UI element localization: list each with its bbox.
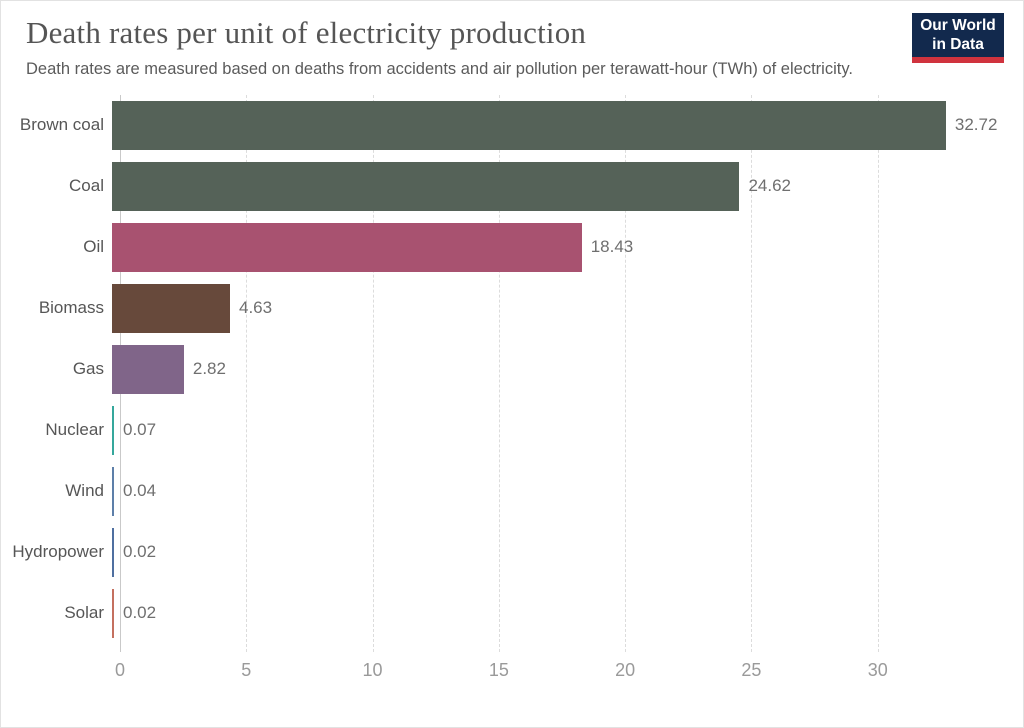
x-tick-label-0: 0 xyxy=(114,659,126,680)
x-tick-label-15: 15 xyxy=(488,659,509,680)
x-tick-label-20: 20 xyxy=(615,659,636,680)
bar-track: 0.02 xyxy=(112,588,1004,638)
bar-row: Hydropower 0.02 xyxy=(1,522,1023,583)
bar-row: Wind 0.04 xyxy=(1,461,1023,522)
x-axis: 0 5 10 15 20 25 30 xyxy=(115,644,1004,688)
bar-row: Oil 18.43 xyxy=(1,217,1023,278)
category-label-coal: Coal xyxy=(69,176,104,196)
owid-logo[interactable]: Our World in Data xyxy=(912,13,1004,63)
page-title: Death rates per unit of electricity prod… xyxy=(26,15,587,50)
bar-row: Gas 2.82 xyxy=(1,339,1023,400)
category-label-wind: Wind xyxy=(65,481,104,501)
bar-track: 32.72 xyxy=(112,100,1004,150)
owid-logo-line2: in Data xyxy=(932,36,984,53)
bar-track: 4.63 xyxy=(112,283,1004,333)
bar-brown-coal[interactable] xyxy=(112,100,946,150)
category-label-solar: Solar xyxy=(64,603,104,623)
bar-coal[interactable] xyxy=(112,161,740,211)
bar-chart-plot-area: Brown coal 32.72 Coal 24.62 Oil 18.43 Biomass 4… xyxy=(1,94,1023,652)
bar-value-label: 0.02 xyxy=(123,603,157,623)
bar-track: 24.62 xyxy=(112,161,1004,211)
bar-wind[interactable] xyxy=(112,466,114,516)
bar-value-label: 18.43 xyxy=(590,237,634,257)
bar-row: Coal 24.62 xyxy=(1,156,1023,217)
bar-value-label: 4.63 xyxy=(238,298,273,318)
category-label-hydropower: Hydropower xyxy=(12,542,104,562)
x-tick-label-5: 5 xyxy=(241,659,252,680)
bar-track: 2.82 xyxy=(112,344,1004,394)
bar-row: Biomass 4.63 xyxy=(1,278,1023,339)
bar-row: Solar 0.02 xyxy=(1,583,1023,644)
bar-chart: Brown coal 32.72 Coal 24.62 Oil 18.43 Biomass 4… xyxy=(1,94,1023,688)
bar-track: 0.02 xyxy=(112,527,1004,577)
category-label-brown-coal: Brown coal xyxy=(19,115,104,135)
x-tick-label-25: 25 xyxy=(741,659,762,680)
bar-oil[interactable] xyxy=(112,222,582,272)
bar-value-label: 0.02 xyxy=(123,542,157,562)
bar-solar[interactable] xyxy=(112,588,114,638)
chart-subtitle: Death rates are measured based on deaths… xyxy=(26,59,853,78)
bar-track: 0.04 xyxy=(112,466,1004,516)
category-label-biomass: Biomass xyxy=(38,298,104,318)
bar-biomass[interactable] xyxy=(112,283,230,333)
x-tick-label-30: 30 xyxy=(867,659,888,680)
category-label-nuclear: Nuclear xyxy=(45,420,104,440)
bar-value-label: 24.62 xyxy=(748,176,791,196)
bar-value-label: 32.72 xyxy=(954,115,998,135)
bar-gas[interactable] xyxy=(112,344,184,394)
bar-row: Nuclear 0.07 xyxy=(1,400,1023,461)
x-tick-label-10: 10 xyxy=(362,659,383,680)
bar-value-label: 2.82 xyxy=(192,359,226,379)
bar-nuclear[interactable] xyxy=(112,405,114,455)
bar-track: 18.43 xyxy=(112,222,1004,272)
owid-logo-line1: Our World xyxy=(920,16,996,34)
bar-row: Brown coal 32.72 xyxy=(1,95,1023,156)
bar-value-label: 0.07 xyxy=(123,420,157,440)
category-label-gas: Gas xyxy=(72,359,104,379)
bar-track: 0.07 xyxy=(112,405,1004,455)
chart-header: Death rates per unit of electricity prod… xyxy=(1,1,1023,80)
category-label-oil: Oil xyxy=(83,237,104,257)
bar-value-label: 0.04 xyxy=(123,481,157,501)
bar-hydropower[interactable] xyxy=(112,527,114,577)
